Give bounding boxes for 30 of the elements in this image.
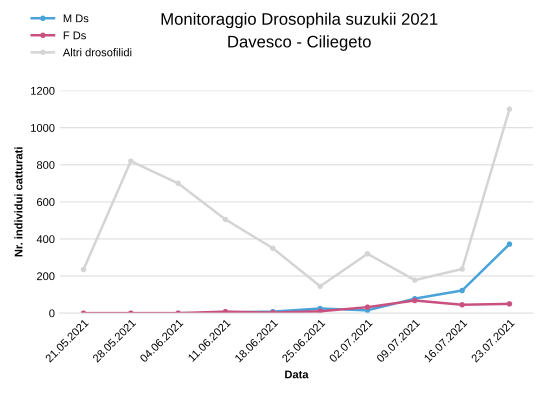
point — [364, 304, 370, 310]
y-tick-label: 800 — [36, 161, 55, 169]
point — [222, 216, 228, 222]
point — [506, 106, 512, 112]
y-tick-label: 600 — [37, 198, 55, 206]
point — [175, 180, 181, 186]
legend-label: Altri drosofilidi — [62, 48, 132, 56]
chart-title: Monitoraggio Drosophila suzukii 2021 — [162, 12, 438, 28]
y-tick-label: 1000 — [31, 124, 55, 132]
point — [128, 158, 134, 164]
chart-subtitle: Davesco - Ciliegeto — [228, 35, 371, 51]
point — [412, 277, 418, 283]
y-tick-label: 400 — [36, 235, 55, 244]
y-tick-label: 0 — [49, 309, 55, 318]
point — [317, 308, 323, 314]
point — [459, 288, 465, 294]
point — [80, 266, 86, 272]
point — [506, 241, 512, 247]
point — [364, 251, 370, 257]
point — [317, 283, 323, 290]
point — [459, 266, 465, 272]
x-axis-title: Data — [285, 370, 309, 378]
point — [270, 245, 276, 252]
y-axis-title: Nr. individui catturati — [14, 147, 23, 256]
y-tick-label: 200 — [37, 272, 55, 280]
point — [506, 301, 512, 307]
y-tick-label: 1200 — [31, 86, 55, 95]
legend-label: M Ds — [64, 14, 88, 22]
point — [459, 302, 465, 308]
legend-label: F Ds — [64, 32, 86, 40]
